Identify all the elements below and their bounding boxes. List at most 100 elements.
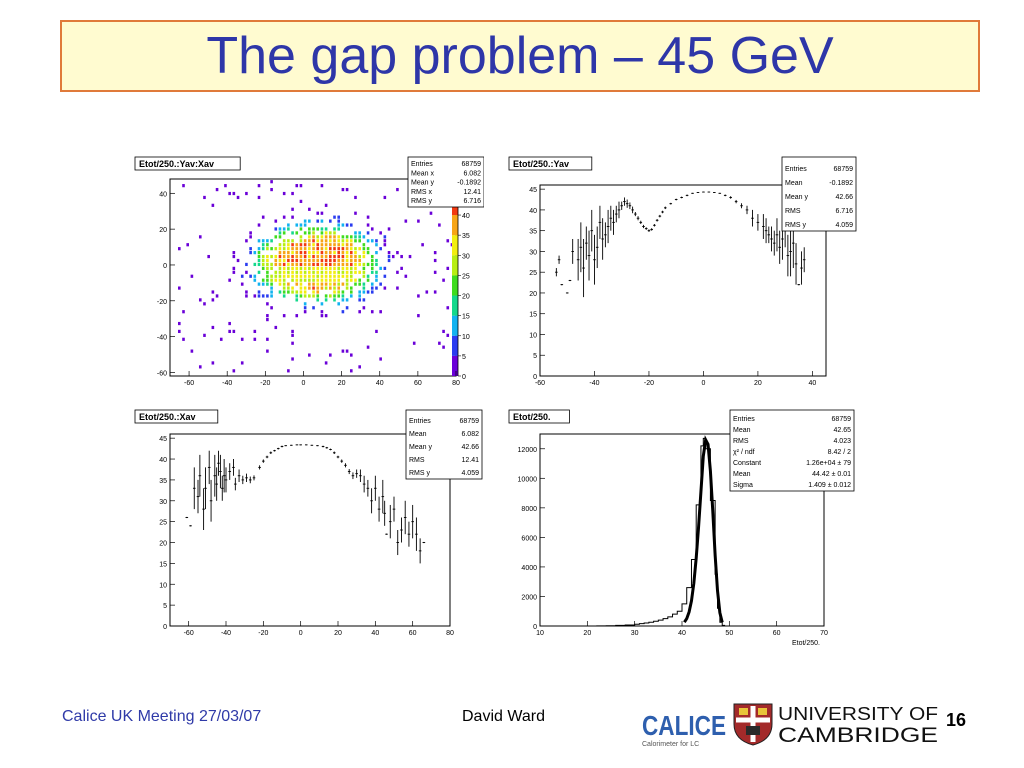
heatmap-cell (375, 239, 378, 243)
heatmap-cell (333, 239, 336, 243)
heatmap-cell (333, 286, 336, 290)
heatmap-cell (312, 247, 315, 251)
y-tick-label: 5 (163, 603, 167, 610)
heatmap-cell (257, 195, 261, 200)
heatmap-cell (291, 231, 294, 235)
chart-title: Etot/250. (513, 412, 551, 422)
heatmap-cell (358, 258, 361, 263)
heatmap-cell (270, 278, 273, 282)
heatmap-cell (370, 286, 374, 290)
heatmap-cell (324, 286, 328, 290)
heatmap-cell (303, 258, 307, 263)
heatmap-cell (333, 235, 336, 239)
x-tick-label: 50 (725, 630, 733, 637)
heatmap-cell (303, 219, 307, 223)
heatmap-cell (278, 247, 282, 251)
heatmap-cell (232, 251, 236, 255)
heatmap-cell (316, 298, 320, 302)
heatmap-cell (278, 258, 282, 263)
heatmap-cell (333, 294, 336, 298)
heatmap-cell (303, 223, 307, 227)
heatmap-cell (362, 290, 366, 294)
heatmap-cell (354, 282, 357, 286)
y-tick-label: 15 (159, 561, 167, 568)
heatmap-cell (303, 270, 307, 274)
heatmap-cell (341, 251, 345, 255)
y-tick-label: 45 (529, 187, 537, 194)
heatmap-cell (308, 243, 311, 247)
stats-label: Constant (733, 460, 761, 467)
heatmap-cell (266, 254, 269, 259)
stats-value: 1.409 ± 0.012 (808, 482, 851, 489)
heatmap-cell (282, 254, 286, 259)
color-scale-tick-label: 30 (462, 253, 470, 260)
x-tick-label: 80 (446, 630, 454, 637)
heatmap-cell (282, 274, 286, 278)
data-points (555, 191, 806, 298)
x-tick-label: -40 (222, 380, 232, 385)
heatmap-cell (266, 243, 269, 247)
heatmap-cell (324, 314, 328, 318)
heatmap-cell (303, 286, 307, 290)
heatmap-cell (190, 349, 194, 353)
heatmap-cell (282, 227, 286, 231)
heatmap-cell (257, 247, 261, 251)
heatmap-cell (291, 215, 294, 219)
heatmap-cell (349, 258, 353, 263)
heatmap-cell (282, 270, 286, 274)
heatmap-cell (383, 266, 387, 270)
heatmap-cell (266, 274, 269, 278)
heatmap-cell (316, 282, 320, 286)
heatmap-cell (299, 235, 303, 239)
heatmap-cell (329, 270, 332, 274)
heatmap-cell (299, 290, 303, 294)
heatmap-cell (320, 227, 324, 231)
heatmap-cell (261, 266, 265, 270)
heatmap-cell (375, 262, 378, 267)
heatmap-cell (333, 298, 336, 302)
heatmap-cell (366, 274, 370, 278)
heatmap-cell (329, 274, 332, 278)
heatmap-cell (232, 266, 236, 270)
heatmap-cell (333, 215, 336, 219)
heatmap-cell (366, 231, 370, 235)
heatmap-cell (421, 243, 424, 247)
heatmap-cell (303, 274, 307, 278)
y-tick-label: 30 (529, 249, 537, 256)
heatmap-cell (349, 274, 353, 278)
heatmap-cell (341, 262, 345, 267)
color-scale-segment (452, 275, 458, 296)
heatmap-cell (312, 266, 315, 270)
stats-box (729, 409, 855, 492)
heatmap-cell (341, 282, 345, 286)
heatmap-cell (387, 227, 391, 231)
heatmap-cell (203, 195, 206, 200)
heatmap-cell (274, 247, 278, 251)
heatmap-cell (274, 258, 278, 263)
heatmap-cell (299, 266, 303, 270)
heatmap-cell (278, 254, 282, 259)
stats-label: RMS (733, 438, 749, 445)
heatmap-cell (320, 254, 324, 259)
heatmap-cell (270, 306, 273, 310)
heatmap-cell (337, 251, 341, 255)
calice-logo-subtitle: Calorimeter for LC (642, 741, 699, 748)
heatmap-cell (362, 262, 366, 267)
heatmap-cell (333, 254, 336, 259)
stats-label: Entries (411, 161, 433, 168)
heatmap-cell (333, 270, 336, 274)
heatmap-cell (211, 290, 215, 294)
heatmap-cell (287, 282, 290, 286)
heatmap-cell (278, 282, 282, 286)
heatmap-cell (387, 254, 391, 259)
stats-value: 12.41 (461, 457, 479, 464)
heatmap-cell (287, 223, 290, 227)
heatmap-cell (278, 243, 282, 247)
heatmap-cell (337, 235, 341, 239)
y-tick-label: 20 (159, 227, 167, 234)
heatmap-cell (404, 274, 408, 278)
heatmap-cell (299, 184, 303, 188)
heatmap-cell (362, 251, 366, 255)
heatmap-cell (291, 262, 294, 267)
heatmap-cell (270, 266, 273, 270)
